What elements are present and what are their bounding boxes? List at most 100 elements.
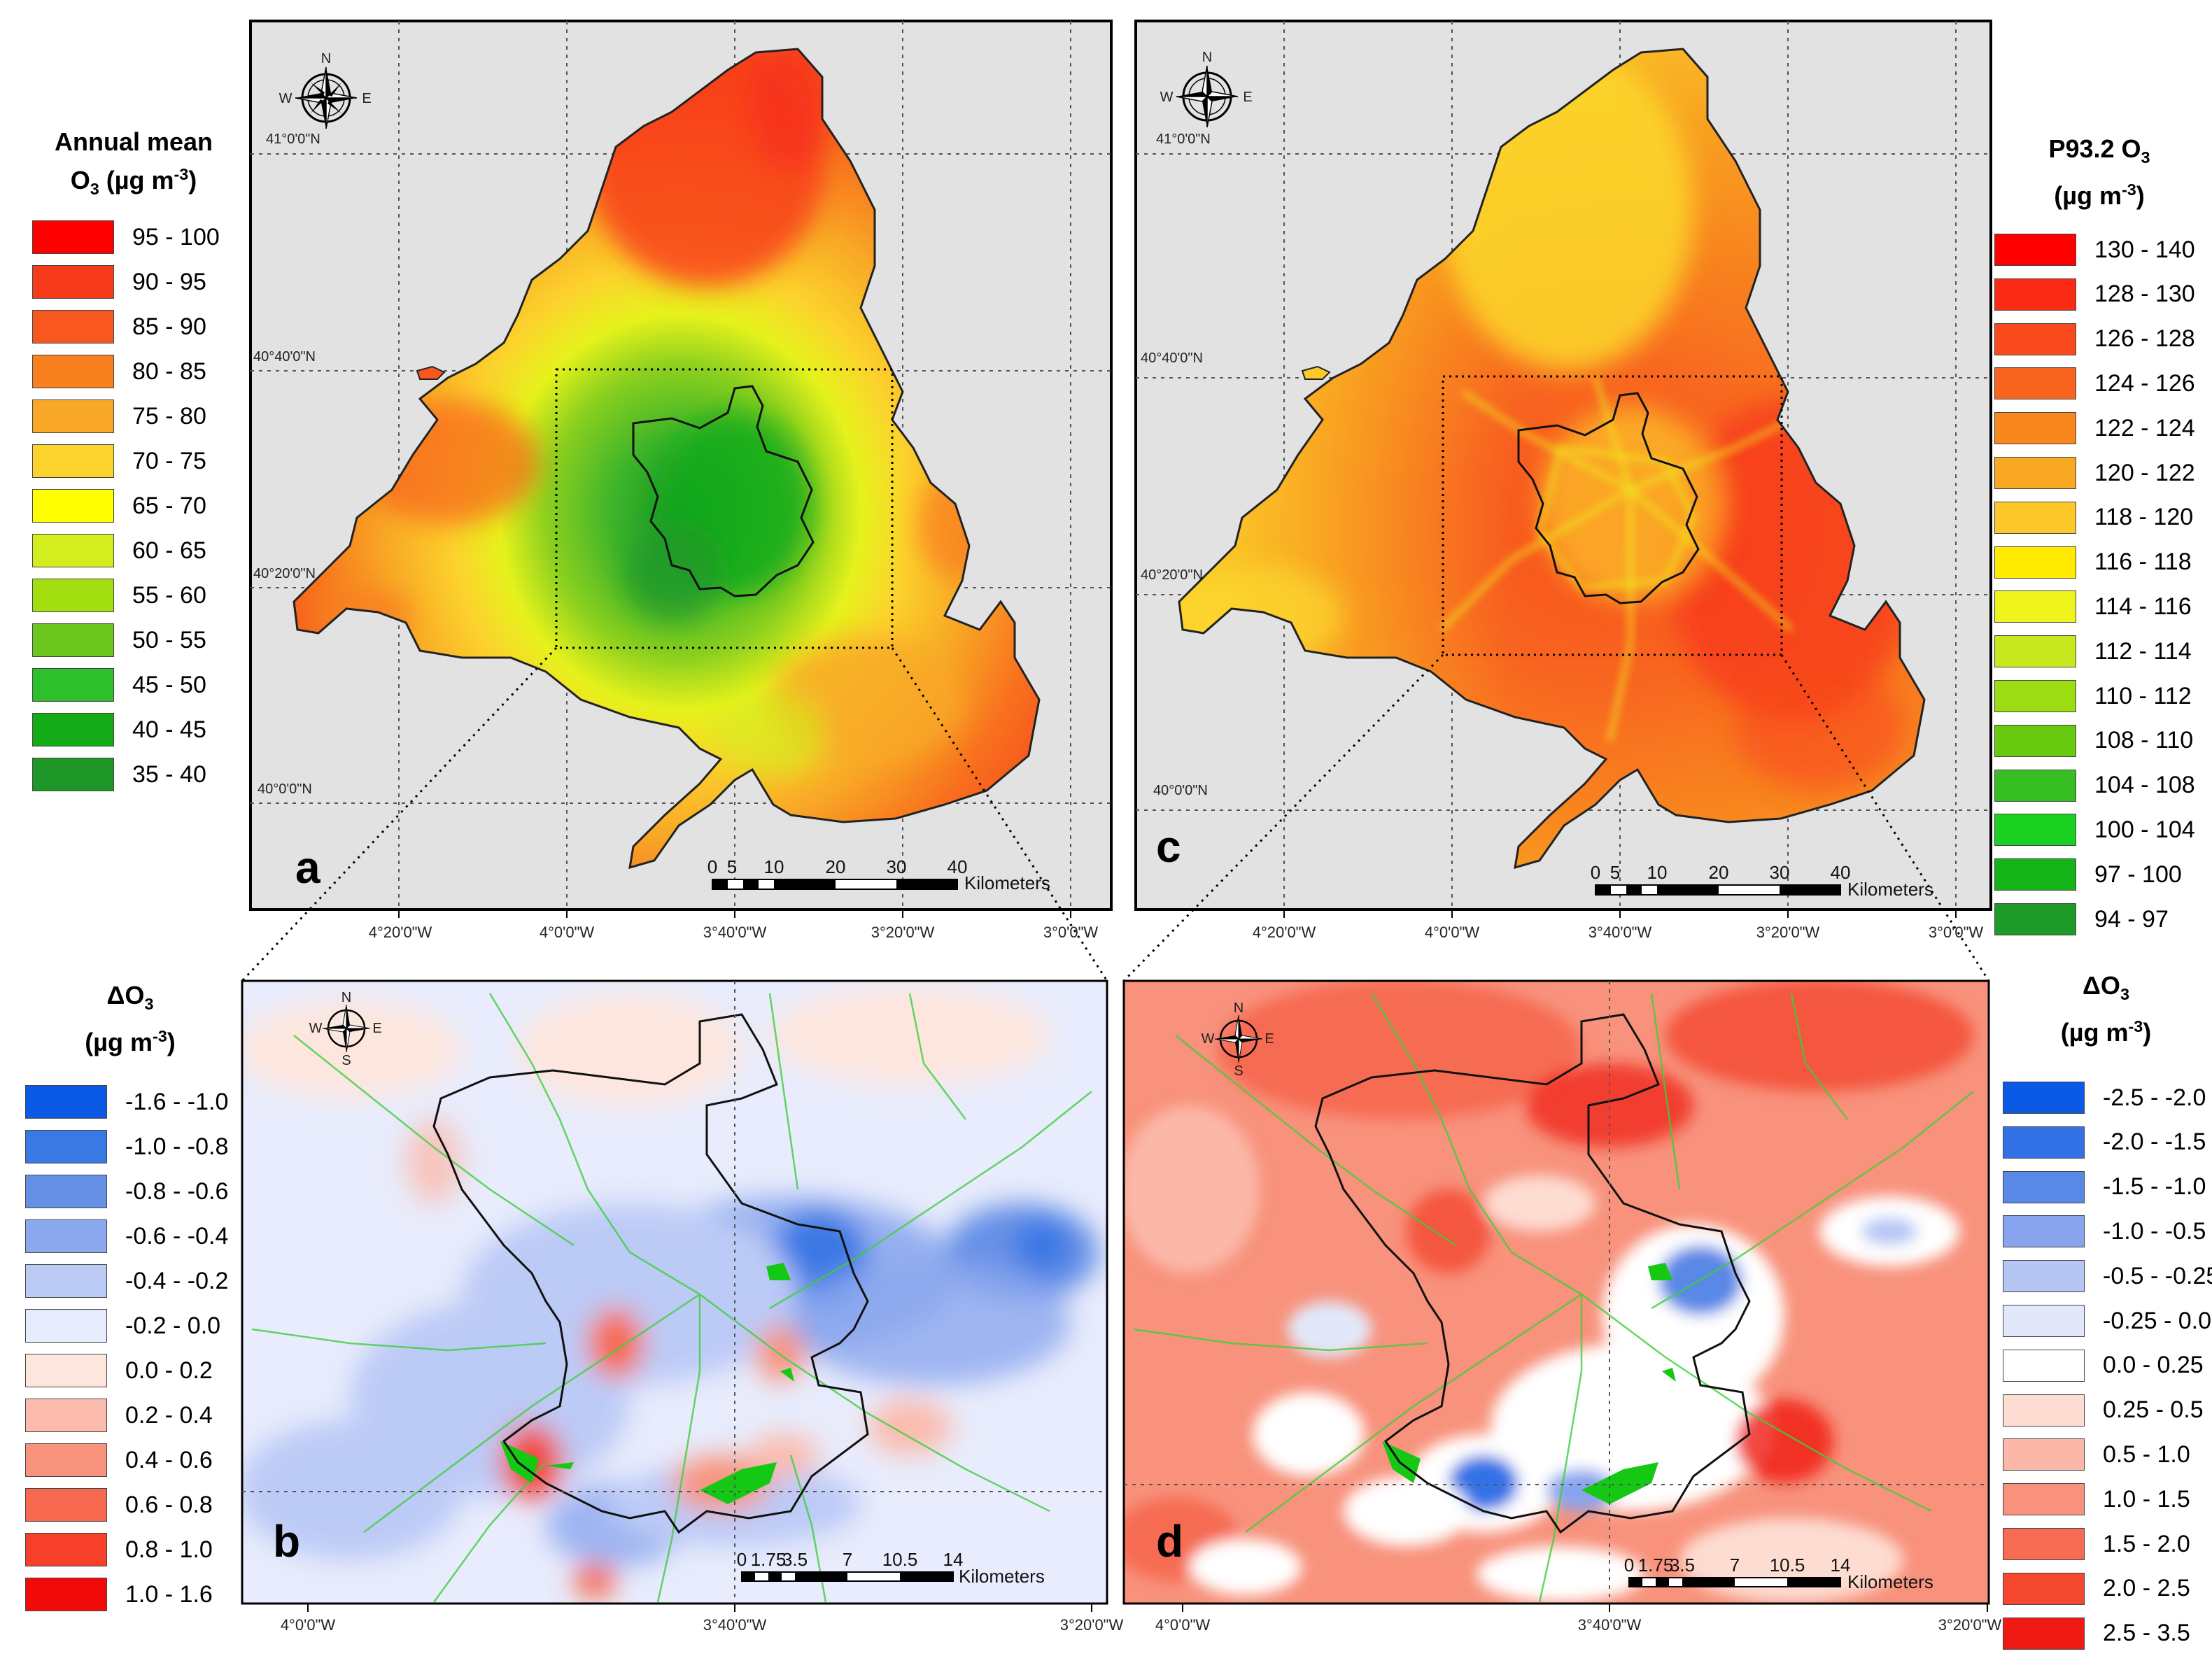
road-network-d — [1133, 993, 1974, 1603]
lon-tick: 3°40'0"W — [1588, 923, 1652, 941]
legend-label: 50 - 55 — [132, 626, 206, 653]
legend-swatch — [1994, 724, 2076, 757]
compass-rose-icon: N W E — [279, 51, 372, 129]
legend-label: -1.0 - -0.8 — [125, 1133, 229, 1160]
legend-swatch — [2003, 1349, 2085, 1382]
legend-title: ΔO3 (µg m-3) — [2060, 971, 2152, 1047]
legend-label: 0.8 - 1.0 — [125, 1536, 213, 1563]
legend-swatch — [1994, 501, 2076, 534]
scale-bar-c: 0 5 10 20 30 40 Kilometers — [1591, 862, 1933, 900]
legend-item: 0.8 - 1.0 — [25, 1527, 235, 1572]
legend-swatch — [25, 1354, 107, 1388]
svg-text:W: W — [309, 1021, 323, 1036]
svg-text:E: E — [372, 1021, 381, 1036]
lat-label: 40°0'0"N — [1153, 783, 1208, 798]
legend-swatch — [32, 355, 114, 389]
svg-text:40: 40 — [948, 856, 968, 877]
parks-d — [1382, 1263, 1676, 1504]
legend-swatch — [25, 1309, 107, 1343]
legend-item: -1.0 - -0.8 — [25, 1124, 235, 1169]
lat-label: 40°20'0"N — [253, 566, 316, 581]
legend-item: 0.4 - 0.6 — [25, 1438, 235, 1482]
inset-connectors — [241, 646, 1990, 982]
svg-text:7: 7 — [843, 1549, 852, 1570]
legend-title: ΔO3 (µg m-3) — [85, 981, 176, 1057]
legend-item: 0.0 - 0.2 — [25, 1348, 235, 1393]
legend-item: 0.5 - 1.0 — [2003, 1433, 2209, 1478]
legend-label: 60 - 65 — [132, 537, 206, 564]
panel-c-map: N W E 41°0'0"N 40°40'0"N 40°20'0"N 40°0'… — [1134, 20, 1992, 941]
legend-item: -0.4 - -0.2 — [25, 1259, 235, 1303]
legend-label: 114 - 116 — [2094, 593, 2192, 620]
lon-tick: 4°0'0"W — [1425, 923, 1480, 941]
legend-item: 120 - 122 — [1994, 451, 2204, 495]
legend-swatch — [1994, 635, 2076, 668]
svg-text:Kilometers: Kilometers — [959, 1566, 1045, 1587]
legend-label: -2.0 - -1.5 — [2103, 1128, 2206, 1156]
legend-swatch — [1994, 814, 2076, 847]
scale-bar-a: 0 5 10 20 30 40 Kilometers — [707, 856, 1050, 893]
legend-label: 94 - 97 — [2094, 905, 2169, 933]
legend-label: 85 - 90 — [132, 313, 206, 340]
lon-tick: 4°20'0"W — [1253, 923, 1316, 941]
legend-item: 90 - 95 — [32, 260, 235, 304]
svg-text:E: E — [362, 91, 371, 106]
legend-item: 60 - 65 — [32, 528, 235, 573]
svg-text:N: N — [1234, 1000, 1244, 1016]
legend-swatch — [25, 1264, 107, 1298]
legend-item: 0.6 - 0.8 — [25, 1482, 235, 1527]
legend-item: 114 - 116 — [1994, 585, 2204, 630]
legend-label: 100 - 104 — [2094, 816, 2195, 843]
lon-tick: 4°0'0"W — [1155, 1616, 1211, 1634]
legend-label: 35 - 40 — [132, 760, 206, 788]
svg-text:5: 5 — [1610, 862, 1620, 883]
legend-swatch — [1994, 769, 2076, 802]
svg-text:40: 40 — [1831, 862, 1851, 883]
legend-swatch — [2003, 1528, 2085, 1561]
scale-bar-d: 0 1.75 3.5 7 10.5 14 Kilometers — [1624, 1555, 1933, 1592]
legend-item: -0.8 - -0.6 — [25, 1169, 235, 1214]
lon-tick: 3°20'0"W — [1938, 1616, 2002, 1634]
legend-item: -0.6 - -0.4 — [25, 1214, 235, 1259]
legend-swatch — [32, 265, 114, 299]
legend-label: 116 - 118 — [2094, 549, 2192, 576]
legend-item: 95 - 100 — [32, 215, 235, 260]
madrid-boundary-b — [432, 1013, 869, 1534]
svg-text:10: 10 — [1647, 862, 1668, 883]
legend-item: 85 - 90 — [32, 304, 235, 349]
legend-item: 0.0 - 0.25 — [2003, 1343, 2209, 1388]
panel-b-map: N S W E 0 1.75 3.5 7 10.5 14 Kilometers … — [241, 979, 1123, 1634]
legend-swatch — [1994, 858, 2076, 891]
legend-label: -0.4 - -0.2 — [125, 1267, 229, 1294]
legend-label: 40 - 45 — [132, 716, 206, 743]
legend-label: -2.5 - -2.0 — [2103, 1084, 2206, 1111]
legend-label: 0.0 - 0.25 — [2103, 1352, 2204, 1379]
legend-swatch — [1994, 903, 2076, 936]
svg-text:7: 7 — [1730, 1555, 1740, 1576]
legend-item: 80 - 85 — [32, 349, 235, 394]
legend-item: 0.25 - 0.5 — [2003, 1388, 2209, 1433]
lon-tick: 4°0'0"W — [281, 1616, 336, 1634]
legend-item: 2.5 - 3.5 — [2003, 1611, 2209, 1656]
legend-label: 90 - 95 — [132, 268, 206, 295]
legend-label: 0.6 - 0.8 — [125, 1491, 213, 1518]
legend-swatch — [2003, 1438, 2085, 1471]
legend-label: 1.0 - 1.5 — [2103, 1485, 2190, 1513]
legend-swatch — [1994, 234, 2076, 267]
legend-swatch — [2003, 1394, 2085, 1427]
svg-text:10.5: 10.5 — [1770, 1555, 1805, 1576]
lat-label: 41°0'0"N — [1156, 132, 1211, 147]
legend-title: P93.2 O3 (µg m-3) — [2048, 134, 2150, 211]
legend-item: 108 - 110 — [1994, 719, 2204, 763]
legend-swatch — [32, 489, 114, 523]
legend-swatch — [2003, 1082, 2085, 1114]
legend-label: 130 - 140 — [2094, 236, 2195, 263]
lat-label: 40°0'0"N — [258, 781, 312, 797]
panel-label-c: c — [1156, 821, 1181, 872]
legend-swatch — [2003, 1126, 2085, 1159]
legend-swatch — [2003, 1305, 2085, 1338]
legend-label: 55 - 60 — [132, 581, 206, 609]
scale-bar-b: 0 1.75 3.5 7 10.5 14 Kilometers — [737, 1549, 1045, 1587]
legend-label: 126 - 128 — [2094, 325, 2195, 353]
legend-label: 75 - 80 — [132, 402, 206, 430]
